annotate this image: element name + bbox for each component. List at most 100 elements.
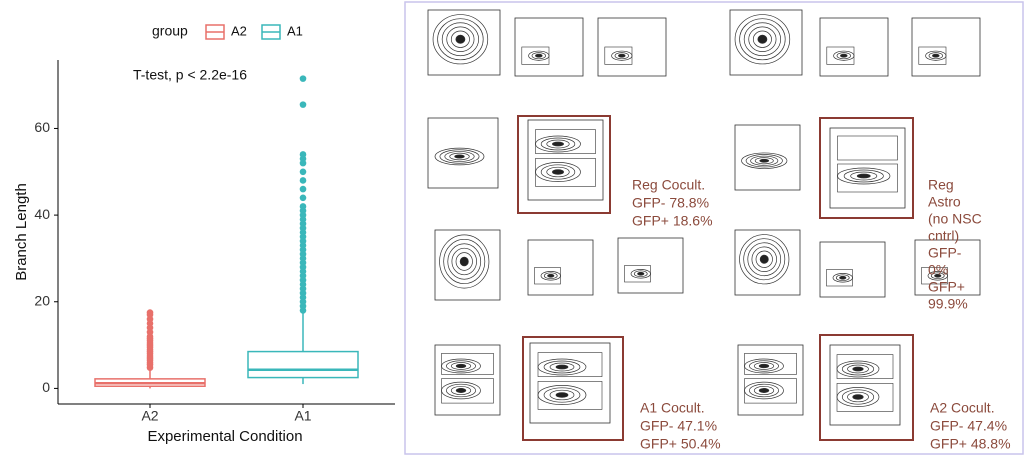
contour (444, 151, 475, 162)
contour (930, 272, 945, 280)
contour (934, 273, 942, 278)
outlier (299, 185, 307, 193)
contour (540, 137, 576, 151)
contour (749, 383, 779, 398)
outlier (299, 177, 307, 184)
gate (624, 265, 651, 283)
contour (840, 53, 848, 58)
contour (450, 385, 472, 396)
outlier (299, 101, 307, 108)
contour (841, 389, 875, 405)
contour (755, 250, 773, 268)
contour (543, 272, 558, 280)
contour (446, 383, 476, 398)
gate (535, 129, 596, 154)
contour (753, 385, 775, 396)
contour (757, 34, 768, 44)
flow-annotation: GFP+ (928, 279, 965, 295)
flow-annotation: Reg Cocult. (632, 177, 705, 193)
cytometry-plot (427, 9, 501, 76)
contour (546, 139, 570, 149)
contour (841, 362, 875, 376)
outlier (299, 203, 307, 210)
x-tick-label: A2 (141, 408, 158, 424)
flow-annotation: GFP- (928, 245, 962, 261)
contour (633, 270, 648, 278)
contour (850, 171, 878, 181)
contour (549, 389, 575, 401)
contour (734, 14, 791, 65)
contour (549, 362, 575, 372)
flow-annotation: 0% (928, 262, 948, 278)
gate (826, 269, 853, 287)
gate (441, 353, 494, 375)
contour (543, 360, 581, 374)
flow-annotation: GFP- 47.1% (640, 418, 717, 434)
contour (555, 364, 569, 370)
contour (552, 141, 564, 147)
contour (547, 273, 555, 278)
contour (741, 152, 788, 169)
contour (759, 254, 769, 264)
contour (637, 271, 645, 276)
flow-annotation: GFP+ 50.4% (640, 436, 721, 452)
contour (454, 154, 465, 159)
contour (758, 388, 770, 393)
contour (455, 363, 467, 369)
y-tick-label: 40 (34, 206, 50, 222)
contour (439, 234, 490, 289)
contour (745, 154, 783, 168)
gate (537, 352, 603, 377)
contour (839, 275, 847, 280)
outlier (299, 194, 307, 202)
contour (450, 362, 472, 370)
legend-title: group (152, 23, 188, 39)
contour (455, 252, 473, 271)
highlight-box (819, 334, 914, 441)
contour (459, 256, 469, 267)
highlight-box (522, 336, 624, 441)
gate (836, 354, 894, 379)
cytometry-plot (434, 344, 501, 416)
gate (535, 158, 596, 187)
contour (749, 360, 779, 372)
cytometry-plot (829, 344, 901, 426)
contour (747, 242, 782, 277)
gate (918, 46, 947, 65)
contour (759, 158, 770, 163)
flow-annotation: GFP+ 18.6% (632, 213, 713, 229)
outlier (299, 75, 307, 82)
flow-panels: Reg Cocult. GFP- 78.8% GFP+ 18.6% RegAstro(… (427, 9, 1011, 452)
flow-annotation: cntrl) (928, 228, 959, 244)
gate (521, 46, 550, 65)
cytometry-plot (734, 229, 801, 296)
gate (537, 381, 603, 410)
contour (447, 243, 482, 280)
annotation: T-test, p < 2.2e-16 (133, 67, 247, 83)
outlier (146, 309, 154, 316)
y-axis-label: Branch Length (13, 183, 30, 281)
contour (739, 18, 786, 61)
box (247, 350, 359, 379)
contour (449, 152, 470, 161)
contour (443, 238, 486, 285)
x-axis-label: Experimental Condition (147, 428, 302, 445)
contour (455, 34, 466, 44)
gate (837, 135, 898, 161)
outlier (299, 168, 307, 176)
contour (432, 14, 489, 65)
flow-annotation: GFP- 47.4% (930, 418, 1007, 434)
contour (618, 53, 626, 58)
flow-annotation: GFP- 78.8% (632, 195, 709, 211)
contour (751, 246, 777, 272)
contour (446, 26, 475, 52)
contour (455, 388, 467, 393)
flow-annotation: 99.9% (928, 296, 968, 312)
flow-annotation: Reg (928, 177, 954, 193)
legend-label: A2 (231, 23, 247, 38)
flow-panel-frame (404, 1, 1024, 455)
contour (437, 18, 484, 61)
flow-annotation: GFP+ 48.8% (930, 436, 1011, 452)
gate (837, 163, 898, 193)
